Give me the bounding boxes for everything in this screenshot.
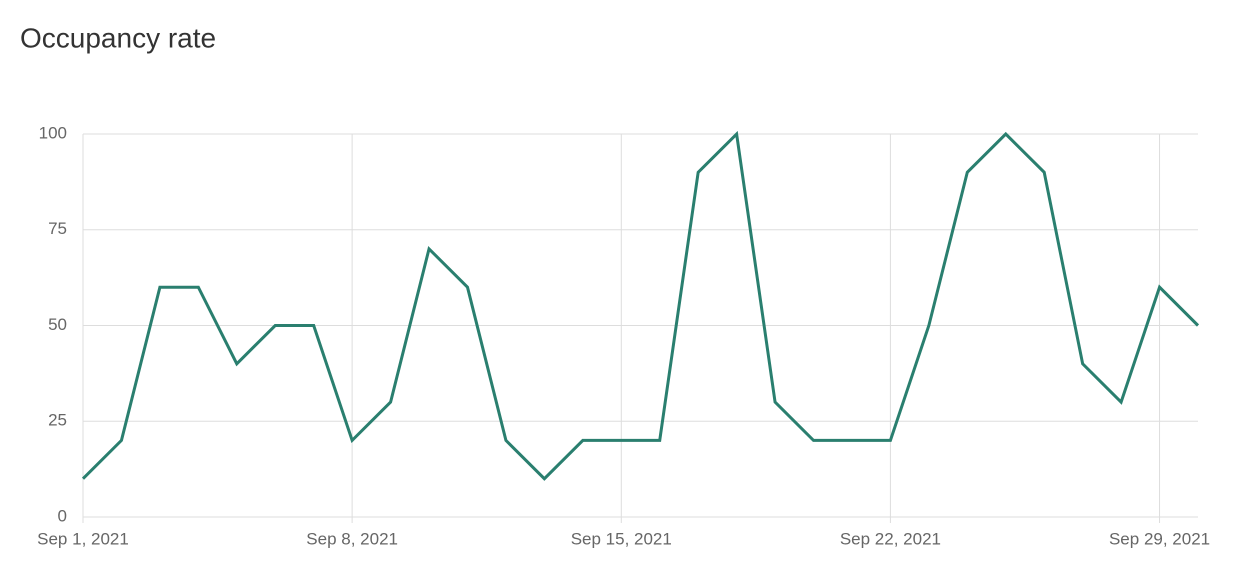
y-tick-label: 100 [39,123,67,142]
line-series [81,130,1200,481]
y-tick-label: 0 [58,506,67,525]
x-tick-label: Sep 22, 2021 [840,529,941,548]
x-tick-label: Sep 29, 2021 [1109,529,1210,548]
y-tick-label: 50 [48,315,67,334]
x-tick-label: Sep 8, 2021 [306,529,398,548]
x-tick-label: Sep 15, 2021 [571,529,672,548]
chart-title: Occupancy rate [20,22,216,53]
x-tick-label: Sep 1, 2021 [37,529,129,548]
y-tick-label: 75 [48,219,67,238]
y-tick-label: 25 [48,411,67,430]
